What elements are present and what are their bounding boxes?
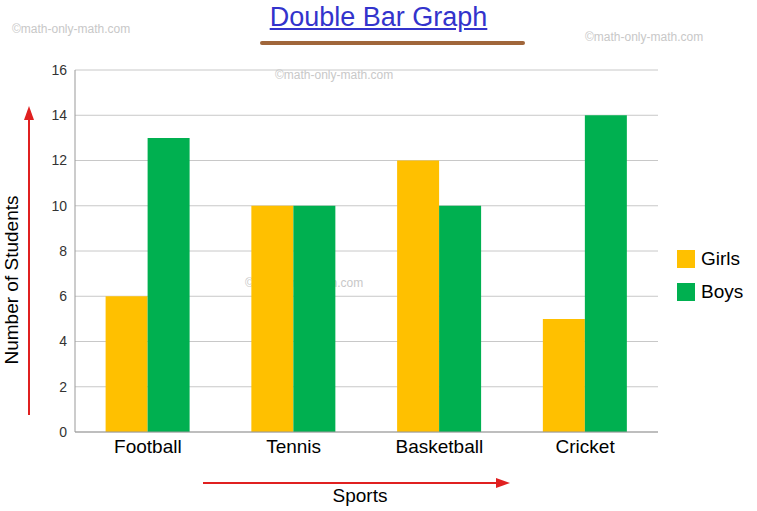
html-text:Number of Students: Number of Students: [1, 195, 22, 365]
svg-text:0: 0: [59, 424, 67, 440]
svg-text:2: 2: [59, 379, 67, 395]
html-text:Boys: Boys: [701, 280, 744, 302]
svg-text:6: 6: [59, 288, 67, 304]
svg-text:Tennis: Tennis: [266, 436, 321, 457]
html-text:Sports: Sports: [332, 485, 388, 506]
svg-text:Basketball: Basketball: [396, 436, 484, 457]
svg-text:Cricket: Cricket: [556, 436, 616, 457]
html-text:Double Bar Graph: Double Bar Graph: [269, 2, 488, 32]
html-text:©math-only-math.com: ©math-only-math.com: [585, 30, 704, 44]
svg-text:12: 12: [51, 152, 67, 168]
svg-text:4: 4: [59, 333, 67, 349]
svg-text:10: 10: [51, 198, 67, 214]
svg-text:Football: Football: [114, 436, 182, 457]
html-text:©math-only-math.com: ©math-only-math.com: [245, 276, 364, 290]
html-text:©math-only-math.com: ©math-only-math.com: [12, 22, 131, 36]
html-text:©math-only-math.com: ©math-only-math.com: [275, 68, 394, 82]
svg-text:14: 14: [51, 107, 67, 123]
html-text:Girls: Girls: [701, 247, 741, 269]
svg-text:16: 16: [51, 62, 67, 78]
svg-text:8: 8: [59, 243, 67, 259]
